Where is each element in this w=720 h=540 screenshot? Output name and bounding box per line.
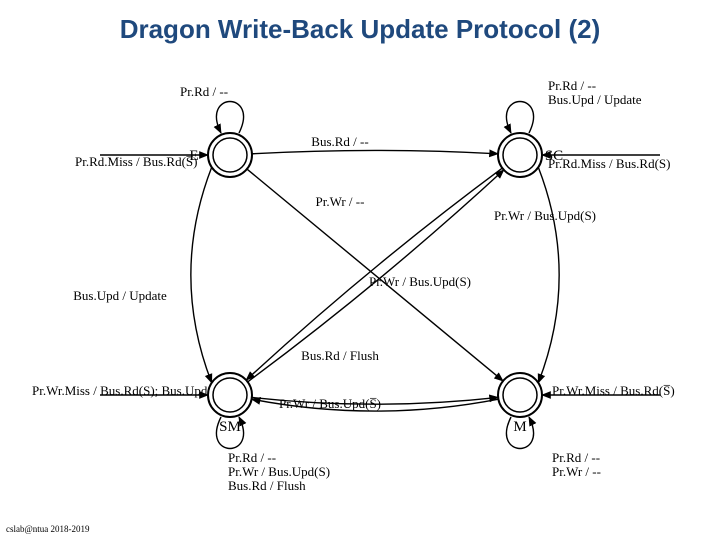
svg-text:Pr.Rd / --: Pr.Rd / -- bbox=[180, 84, 228, 99]
edge bbox=[252, 150, 498, 153]
svg-text:Pr.Rd / --Pr.Wr / --: Pr.Rd / --Pr.Wr / -- bbox=[552, 450, 601, 479]
svg-text:Pr.Wr / Bus.Upd(S): Pr.Wr / Bus.Upd(S) bbox=[369, 274, 471, 289]
svg-text:Bus.Upd / Update: Bus.Upd / Update bbox=[73, 288, 167, 303]
svg-text:Pr.Rd / --Bus.Upd / Update: Pr.Rd / --Bus.Upd / Update bbox=[548, 78, 642, 107]
self-loop bbox=[506, 102, 533, 134]
state-node bbox=[498, 373, 542, 417]
state-label: SC bbox=[545, 148, 563, 164]
svg-text:Bus.Rd / --: Bus.Rd / -- bbox=[311, 134, 368, 149]
svg-text:Bus.Rd / Flush: Bus.Rd / Flush bbox=[301, 348, 379, 363]
svg-text:Pr.Wr / Bus.Upd(S): Pr.Wr / Bus.Upd(S) bbox=[494, 208, 596, 223]
svg-text:Pr.Rd.Miss / Bus.Rd(S̅): Pr.Rd.Miss / Bus.Rd(S̅) bbox=[75, 154, 197, 169]
state-label: E bbox=[189, 148, 198, 164]
state-diagram: Bus.Rd / -- Bus.Upd / Update Pr.Wr / -- Pr.… bbox=[0, 0, 720, 540]
svg-text:Pr.Rd / --Pr.Wr / Bus.Upd(S)Bu: Pr.Rd / --Pr.Wr / Bus.Upd(S)Bus.Rd / Flu… bbox=[228, 450, 330, 493]
edge bbox=[191, 167, 212, 383]
self-loop bbox=[216, 102, 243, 134]
state-label: SM bbox=[219, 419, 241, 435]
svg-text:Pr.Wr.Miss / Bus.Rd(S); Bus.Up: Pr.Wr.Miss / Bus.Rd(S); Bus.Upd bbox=[32, 383, 208, 398]
state-node bbox=[208, 133, 252, 177]
svg-text:Pr.Wr / Bus.Upd(S̅): Pr.Wr / Bus.Upd(S̅) bbox=[279, 396, 381, 411]
state-label: M bbox=[513, 419, 526, 435]
svg-text:Pr.Wr / --: Pr.Wr / -- bbox=[316, 194, 365, 209]
state-node bbox=[208, 373, 252, 417]
state-node bbox=[498, 133, 542, 177]
svg-text:Pr.Wr.Miss / Bus.Rd(S̅): Pr.Wr.Miss / Bus.Rd(S̅) bbox=[552, 383, 675, 398]
edge bbox=[538, 167, 559, 383]
svg-text:Pr.Rd.Miss / Bus.Rd(S): Pr.Rd.Miss / Bus.Rd(S) bbox=[548, 156, 670, 171]
